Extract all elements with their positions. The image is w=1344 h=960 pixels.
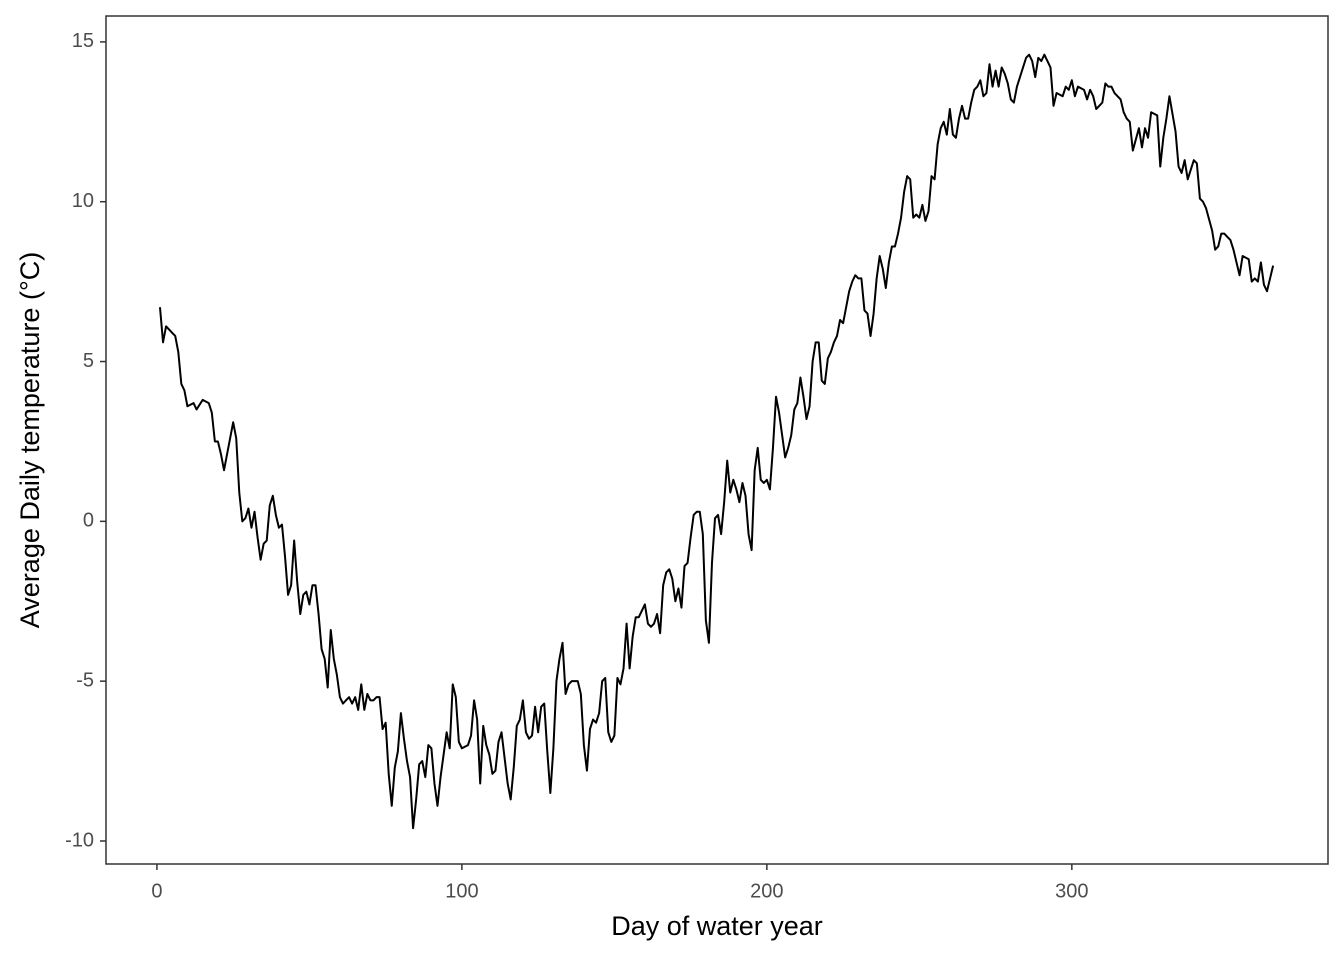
x-tick-label: 200 xyxy=(750,880,783,902)
x-axis-title: Day of water year xyxy=(611,911,823,941)
line xyxy=(158,53,1275,830)
x-tick-label: 0 xyxy=(151,880,162,902)
x-tick-label: 300 xyxy=(1055,880,1088,902)
y-tick-label: 15 xyxy=(72,30,94,52)
y-tick-label: -10 xyxy=(65,829,94,851)
y-tick-label: 0 xyxy=(83,510,94,532)
x-tick-label: 100 xyxy=(445,880,478,902)
y-tick-label: 10 xyxy=(72,190,94,212)
panel-border xyxy=(105,15,1329,865)
y-tick-label: 5 xyxy=(83,350,94,372)
y-axis-title: Average Daily temperature (°C) xyxy=(15,252,45,628)
y-tick-label: -5 xyxy=(76,669,94,691)
